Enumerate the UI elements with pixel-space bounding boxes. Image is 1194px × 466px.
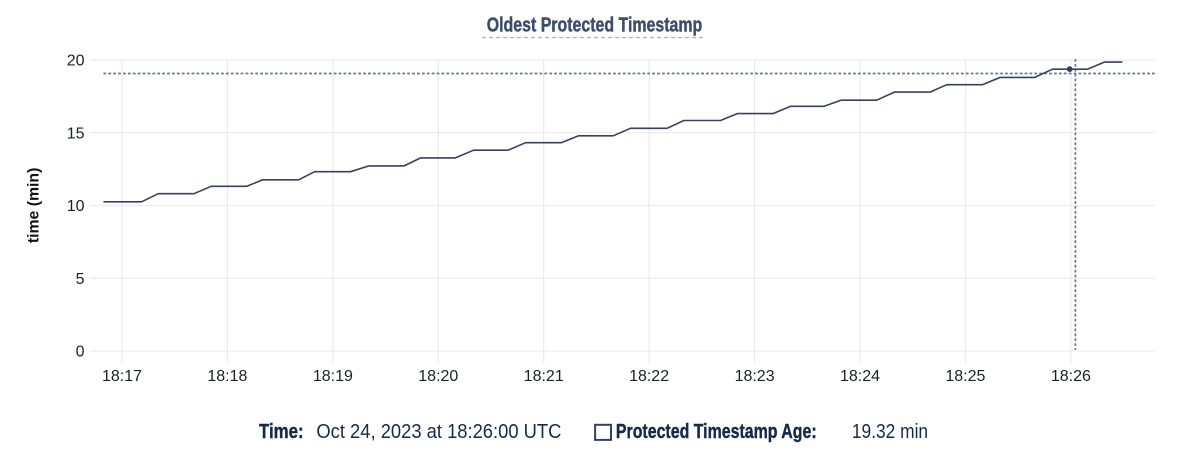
svg-text:Time:: Time: <box>259 421 304 443</box>
svg-text:18:23: 18:23 <box>735 368 775 385</box>
svg-text:18:25: 18:25 <box>945 368 985 385</box>
svg-text:18:18: 18:18 <box>207 368 247 385</box>
svg-text:15: 15 <box>67 125 85 142</box>
svg-text:0: 0 <box>76 344 85 361</box>
svg-text:20: 20 <box>67 53 85 70</box>
svg-text:5: 5 <box>76 271 85 288</box>
svg-text:18:17: 18:17 <box>102 368 142 385</box>
svg-text:18:19: 18:19 <box>313 368 353 385</box>
svg-text:Oct 24, 2023 at 18:26:00 UTC: Oct 24, 2023 at 18:26:00 UTC <box>316 421 561 443</box>
svg-text:18:21: 18:21 <box>524 368 564 385</box>
svg-text:Oldest Protected Timestamp: Oldest Protected Timestamp <box>487 15 703 37</box>
svg-text:10: 10 <box>67 198 85 215</box>
svg-text:18:26: 18:26 <box>1051 368 1091 385</box>
svg-text:time (min): time (min) <box>26 168 43 244</box>
svg-text:18:20: 18:20 <box>418 368 458 385</box>
svg-text:18:24: 18:24 <box>840 368 880 385</box>
svg-text:Protected Timestamp Age:: Protected Timestamp Age: <box>616 421 817 443</box>
svg-text:18:22: 18:22 <box>629 368 669 385</box>
svg-text:19.32 min: 19.32 min <box>852 421 928 443</box>
